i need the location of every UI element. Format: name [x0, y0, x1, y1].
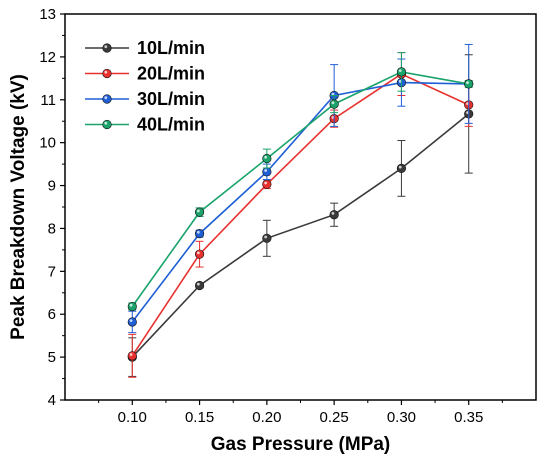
data-point [127, 317, 137, 327]
data-point [194, 249, 205, 259]
data-point [329, 210, 339, 220]
data-point [262, 153, 272, 164]
data-point [194, 207, 205, 217]
legend-marker-highlight [104, 45, 108, 49]
y-tick-label: 7 [48, 263, 56, 280]
data-point-highlight [331, 101, 335, 105]
legend-marker-highlight [104, 96, 108, 100]
plot-border [64, 13, 537, 401]
series-30l-min [127, 43, 474, 334]
x-tick-label: 0.35 [454, 409, 483, 426]
data-point-highlight [331, 92, 335, 96]
series-40l-min [127, 52, 474, 312]
data-point-highlight [398, 69, 402, 72]
data-point-highlight [196, 209, 200, 213]
legend-label: 30L/min [137, 89, 205, 109]
y-tick-label: 11 [40, 92, 56, 109]
legend-marker [102, 43, 112, 53]
data-point [464, 79, 474, 89]
legend-item: 40L/min [85, 115, 205, 135]
x-tick-label: 0.20 [252, 409, 281, 426]
data-point [127, 351, 137, 361]
legend-label: 40L/min [137, 115, 205, 135]
data-point [262, 179, 272, 189]
data-point-highlight [264, 235, 268, 239]
legend-marker [102, 68, 112, 79]
data-point-highlight [264, 181, 268, 185]
y-tick-label: 6 [48, 306, 56, 323]
data-point [396, 163, 407, 173]
series-line [131, 73, 470, 357]
data-point-highlight [331, 212, 335, 215]
y-tick-label: 4 [48, 392, 56, 409]
y-tick-label: 12 [39, 49, 56, 66]
legend-label: 20L/min [137, 64, 205, 84]
x-tick-label: 0.10 [118, 409, 147, 426]
legend-item: 30L/min [85, 89, 205, 109]
data-point-highlight [196, 282, 200, 286]
data-point-highlight [196, 251, 200, 255]
data-point-highlight [196, 230, 200, 234]
data-point [127, 301, 137, 312]
y-tick-label: 9 [48, 178, 56, 195]
y-tick-label: 13 [39, 6, 56, 23]
x-axis-title: Gas Pressure (MPa) [211, 434, 391, 455]
x-tick-label: 0.25 [320, 409, 349, 426]
series-line [131, 71, 469, 307]
y-tick-label: 5 [48, 349, 56, 366]
x-axis-ticks: 0.10 0.15 0.20 0.25 0.30 0.35 [98, 400, 503, 426]
legend-marker [102, 119, 112, 130]
legend-marker-highlight [104, 70, 108, 74]
x-tick-label: 0.30 [387, 409, 416, 426]
series-line [131, 113, 470, 358]
data-point [329, 99, 339, 109]
data-point-highlight [129, 319, 133, 323]
y-axis-ticks: 4 5 6 7 8 9 10 11 12 13 [39, 6, 65, 409]
data-point-highlight [264, 169, 268, 172]
legend-marker [102, 94, 112, 104]
data-point-highlight [264, 155, 268, 159]
x-tick-label: 0.15 [185, 409, 214, 426]
data-point-highlight [129, 353, 133, 356]
series-line [131, 81, 469, 323]
y-tick-label: 8 [48, 220, 56, 237]
legend-item: 20L/min [85, 64, 205, 84]
data-point-highlight [466, 81, 469, 85]
data-point-highlight [129, 303, 133, 307]
data-point [262, 233, 272, 243]
data-point-highlight [398, 165, 402, 169]
data-point [194, 228, 205, 239]
data-point [396, 67, 407, 77]
legend: 10L/min 20L/min 30L/min 40L/min [85, 38, 205, 135]
data-point [262, 167, 272, 177]
legend-label: 10L/min [137, 38, 205, 58]
plot-frame [64, 13, 537, 401]
y-axis-title: Peak Breakdown Voltage (kV) [8, 74, 29, 340]
y-tick-label: 10 [39, 135, 56, 152]
series-layer [127, 43, 474, 378]
legend-marker-highlight [104, 121, 108, 125]
data-point [194, 280, 205, 291]
legend-item: 10L/min [85, 38, 205, 58]
